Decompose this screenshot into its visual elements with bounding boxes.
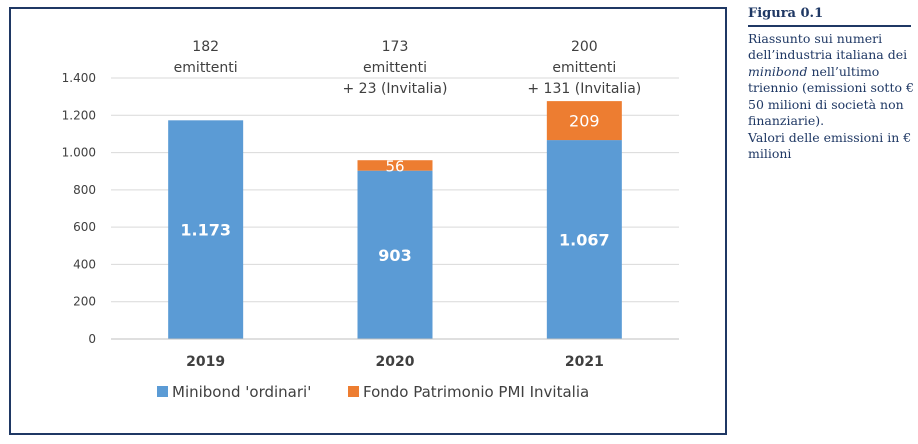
y-tick-label: 800 — [73, 183, 96, 197]
chart-frame: 0 200 400 600 800 1.000 1.200 1.400 1.173 2019 182… — [9, 7, 727, 435]
data-label: 1.173 — [180, 221, 231, 240]
legend-label-invitalia: Fondo Patrimonio PMI Invitalia — [363, 383, 589, 401]
y-tick-label: 400 — [73, 257, 96, 271]
bar-annotation: 173 — [382, 39, 409, 55]
bar-annotation: emittenti — [552, 60, 616, 76]
figure-caption-units: Valori delle emissioni in € milioni — [748, 129, 912, 162]
caption-text-a: Riassunto sui numeri dell’industria ital… — [748, 30, 908, 63]
y-tick-label: 200 — [73, 295, 96, 309]
legend-label-ordinari: Minibond 'ordinari' — [172, 383, 311, 401]
bar-invitalia — [357, 160, 433, 171]
figure-caption: Riassunto sui numeri dell’industria ital… — [748, 31, 914, 130]
bar-ordinari — [168, 120, 244, 340]
y-tick-label: 600 — [73, 220, 96, 234]
caption-emphasis: minibond — [748, 63, 808, 79]
data-label: 1.067 — [559, 231, 610, 250]
x-tick-label: 2020 — [376, 354, 415, 370]
x-tick-label: 2021 — [565, 354, 604, 370]
y-tick-label: 1.400 — [62, 71, 96, 85]
y-tick-label: 0 — [88, 332, 96, 346]
legend-swatch-invitalia — [348, 386, 359, 397]
bar-annotation: 200 — [571, 39, 598, 55]
bar-invitalia — [546, 101, 622, 141]
y-tick-label: 1.000 — [62, 146, 96, 160]
data-label: 209 — [569, 112, 600, 131]
figure-caption-panel: Figura 0.1 Riassunto sui numeri dell’ind… — [748, 6, 914, 163]
caption-text-b: nell’ultimo triennio (emissioni sotto € … — [748, 63, 914, 129]
bar-ordinari — [357, 170, 433, 339]
stacked-bar-chart: 0 200 400 600 800 1.000 1.200 1.400 1.173 2019 182… — [62, 39, 679, 401]
legend-swatch-ordinari — [157, 386, 168, 397]
bar-annotation: + 23 (Invitalia) — [343, 81, 448, 97]
bar-ordinari — [546, 140, 622, 339]
x-tick-label: 2019 — [186, 354, 225, 370]
data-label: 56 — [385, 157, 404, 175]
y-tick-label: 1.200 — [62, 108, 96, 122]
caption-divider — [748, 24, 911, 27]
data-label: 903 — [378, 246, 411, 265]
figure-title: Figura 0.1 — [748, 6, 824, 21]
bar-annotation: 182 — [192, 39, 219, 55]
bar-annotation: + 131 (Invitalia) — [527, 81, 641, 97]
bar-annotation: emittenti — [363, 60, 427, 76]
bar-annotation: emittenti — [174, 60, 238, 76]
